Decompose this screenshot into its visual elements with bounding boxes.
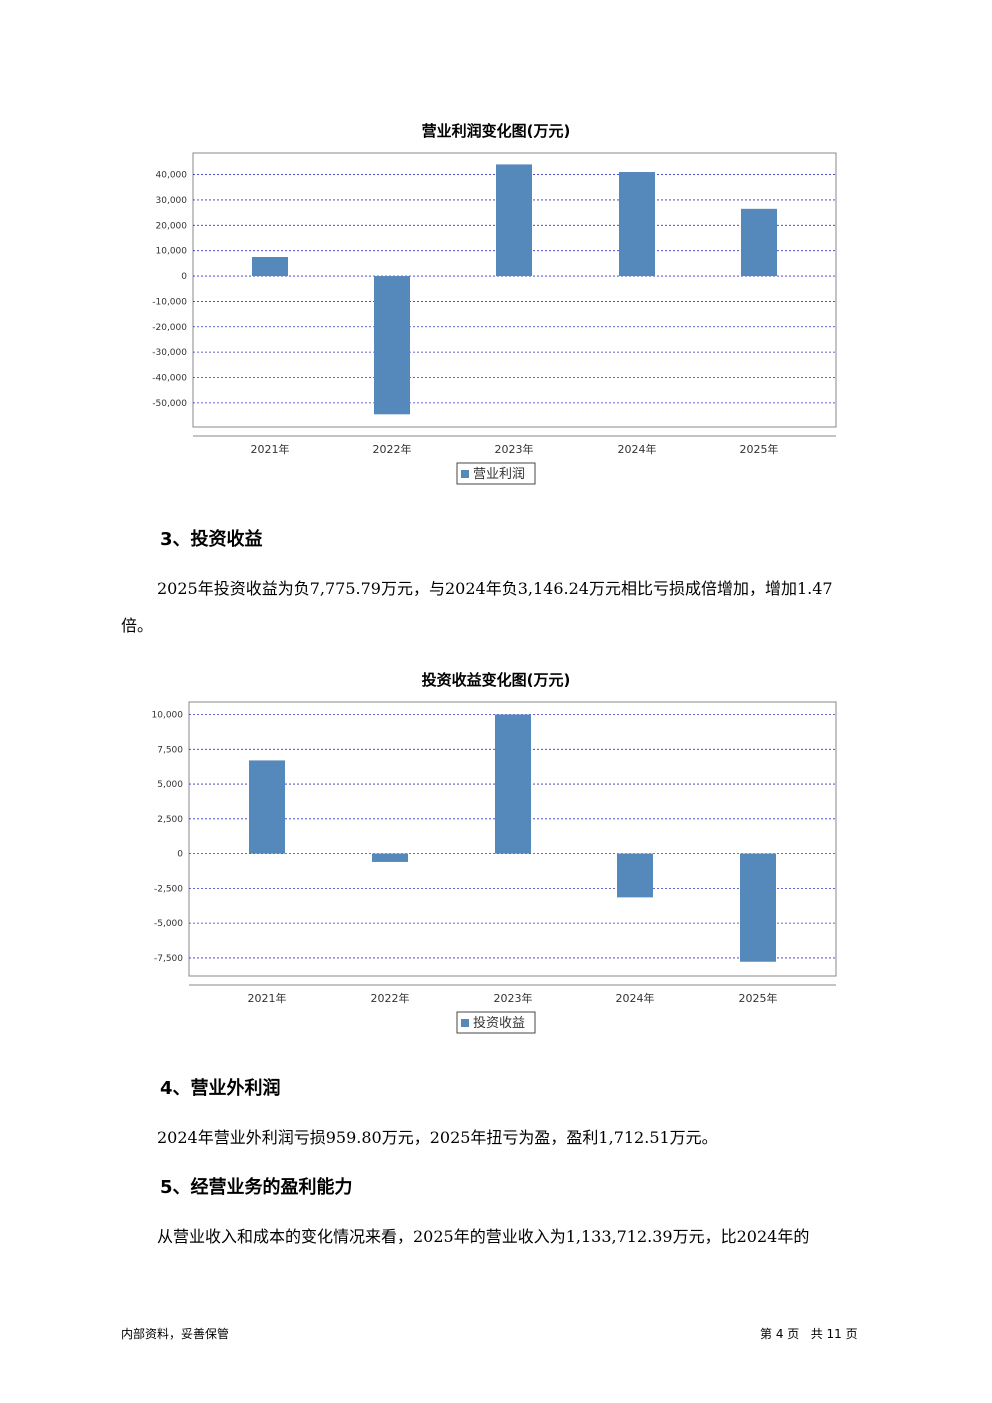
bar <box>619 172 655 277</box>
y-tick-label: -30,000 <box>152 348 187 358</box>
footer-confidential-note: 内部资料，妥善保管 <box>121 1327 230 1341</box>
x-tick-label: 2021年 <box>251 442 290 456</box>
chart-title-operating-profit: 营业利润变化图(万元) <box>421 122 571 140</box>
business-profitability-paragraph: 从营业收入和成本的变化情况来看，2025年的营业收入为1,133,712.39万… <box>157 1227 810 1246</box>
footer-page-number: 第 4 页 共 11 页 <box>760 1327 858 1341</box>
y-tick-label: 7,500 <box>157 745 183 755</box>
x-tick-label: 2025年 <box>739 991 778 1005</box>
x-tick-label: 2022年 <box>373 442 412 456</box>
bar <box>617 853 653 898</box>
y-tick-label: -2,500 <box>154 884 183 894</box>
chart-title-investment-income: 投资收益变化图(万元) <box>421 671 571 689</box>
bar <box>495 714 531 854</box>
x-tick-label: 2021年 <box>248 991 287 1005</box>
y-tick-label: 2,500 <box>157 815 183 825</box>
x-tick-label: 2024年 <box>618 442 657 456</box>
x-tick-label: 2025年 <box>740 442 779 456</box>
bar <box>372 853 408 862</box>
y-tick-label: 0 <box>177 850 183 860</box>
y-tick-label: -50,000 <box>152 399 187 409</box>
y-tick-label: 40,000 <box>156 171 188 181</box>
legend-swatch <box>461 470 469 478</box>
y-tick-label: 20,000 <box>156 221 188 231</box>
x-tick-label: 2023年 <box>494 991 533 1005</box>
bar <box>740 853 776 962</box>
section-heading-investment-income: 3、投资收益 <box>160 529 263 550</box>
legend-box <box>456 462 536 485</box>
legend-label: 投资收益 <box>473 1015 525 1031</box>
y-tick-label: -10,000 <box>152 297 187 307</box>
bar <box>741 208 777 277</box>
y-tick-label: 10,000 <box>152 711 184 721</box>
y-tick-label: -7,500 <box>154 954 183 964</box>
non-operating-profit-paragraph: 2024年营业外利润亏损959.80万元，2025年扭亏为盈，盈利1,712.5… <box>157 1128 718 1147</box>
section-heading-business-profitability: 5、经营业务的盈利能力 <box>160 1177 353 1198</box>
legend: 营业利润 <box>456 462 536 485</box>
legend-box <box>456 1011 536 1034</box>
x-tick-label: 2022年 <box>371 991 410 1005</box>
bar <box>252 257 288 277</box>
section-heading-non-operating-profit: 4、营业外利润 <box>160 1078 281 1099</box>
bar <box>374 276 410 415</box>
y-tick-label: 0 <box>181 272 187 282</box>
investment-income-paragraph-line2: 倍。 <box>121 616 154 635</box>
x-tick-label: 2024年 <box>616 991 655 1005</box>
y-tick-label: -5,000 <box>154 919 183 929</box>
y-tick-label: 5,000 <box>157 780 183 790</box>
x-tick-label: 2023年 <box>495 442 534 456</box>
legend-swatch <box>461 1019 469 1027</box>
y-tick-label: -20,000 <box>152 323 187 333</box>
plot-area <box>192 152 837 428</box>
operating-profit-chart: 40,000 30,000 20,000 10,000 0 -10,000 -20,000 -… <box>152 152 837 485</box>
bar <box>496 164 532 277</box>
legend: 投资收益 <box>456 1011 536 1034</box>
y-tick-label: 30,000 <box>156 196 188 206</box>
investment-income-chart: 10,000 7,500 5,000 2,500 0 -2,500 -5,000 -7,500… <box>152 701 837 1034</box>
bar <box>249 760 285 854</box>
y-tick-label: -40,000 <box>152 374 187 384</box>
investment-income-paragraph-line1: 2025年投资收益为负7,775.79万元，与2024年负3,146.24万元相… <box>157 579 833 598</box>
legend-label: 营业利润 <box>473 467 525 482</box>
y-tick-label: 10,000 <box>156 247 188 257</box>
